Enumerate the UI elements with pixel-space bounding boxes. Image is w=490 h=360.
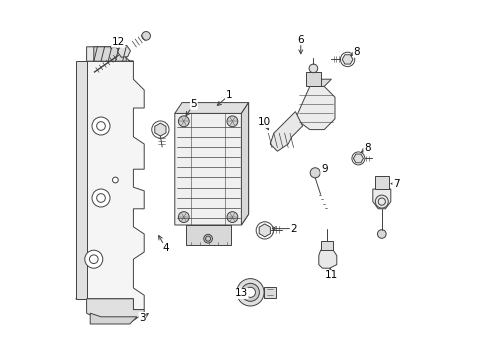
Polygon shape — [320, 241, 333, 250]
Circle shape — [242, 283, 259, 301]
Polygon shape — [319, 250, 337, 268]
Text: 3: 3 — [139, 312, 146, 323]
Polygon shape — [90, 313, 137, 324]
Circle shape — [178, 116, 189, 127]
Text: 7: 7 — [393, 179, 399, 189]
Polygon shape — [76, 61, 87, 299]
Polygon shape — [295, 86, 335, 130]
Polygon shape — [270, 112, 303, 151]
Circle shape — [310, 168, 320, 178]
Polygon shape — [310, 79, 331, 86]
Polygon shape — [259, 224, 270, 237]
Polygon shape — [374, 176, 389, 189]
Polygon shape — [76, 61, 144, 310]
Circle shape — [377, 230, 386, 238]
Circle shape — [85, 250, 103, 268]
Polygon shape — [264, 287, 275, 298]
Text: 11: 11 — [325, 270, 338, 280]
Circle shape — [92, 117, 110, 135]
Polygon shape — [94, 47, 126, 61]
Circle shape — [113, 177, 118, 183]
Circle shape — [92, 189, 110, 207]
Polygon shape — [373, 189, 391, 209]
Text: 1: 1 — [225, 90, 232, 100]
Text: 10: 10 — [258, 117, 271, 127]
Text: 8: 8 — [364, 143, 371, 153]
Polygon shape — [242, 103, 248, 225]
Circle shape — [142, 32, 150, 40]
Circle shape — [178, 212, 189, 222]
Circle shape — [309, 64, 318, 73]
Circle shape — [204, 234, 213, 243]
Text: 12: 12 — [112, 37, 125, 47]
Polygon shape — [186, 225, 231, 245]
Polygon shape — [175, 103, 248, 225]
Polygon shape — [155, 123, 166, 136]
Text: 13: 13 — [235, 288, 248, 298]
Text: 2: 2 — [290, 224, 297, 234]
Polygon shape — [118, 45, 130, 57]
Polygon shape — [342, 55, 353, 64]
Text: 9: 9 — [321, 164, 327, 174]
Text: 8: 8 — [353, 47, 360, 57]
Polygon shape — [353, 154, 364, 163]
Text: 6: 6 — [297, 35, 304, 45]
Circle shape — [245, 287, 255, 297]
Polygon shape — [87, 299, 144, 320]
Text: 5: 5 — [191, 99, 197, 109]
Circle shape — [237, 279, 264, 306]
Polygon shape — [306, 72, 320, 86]
Text: 4: 4 — [163, 243, 169, 253]
Polygon shape — [175, 103, 248, 113]
Polygon shape — [87, 47, 133, 61]
Circle shape — [375, 195, 388, 208]
Circle shape — [227, 212, 238, 222]
Circle shape — [227, 116, 238, 127]
